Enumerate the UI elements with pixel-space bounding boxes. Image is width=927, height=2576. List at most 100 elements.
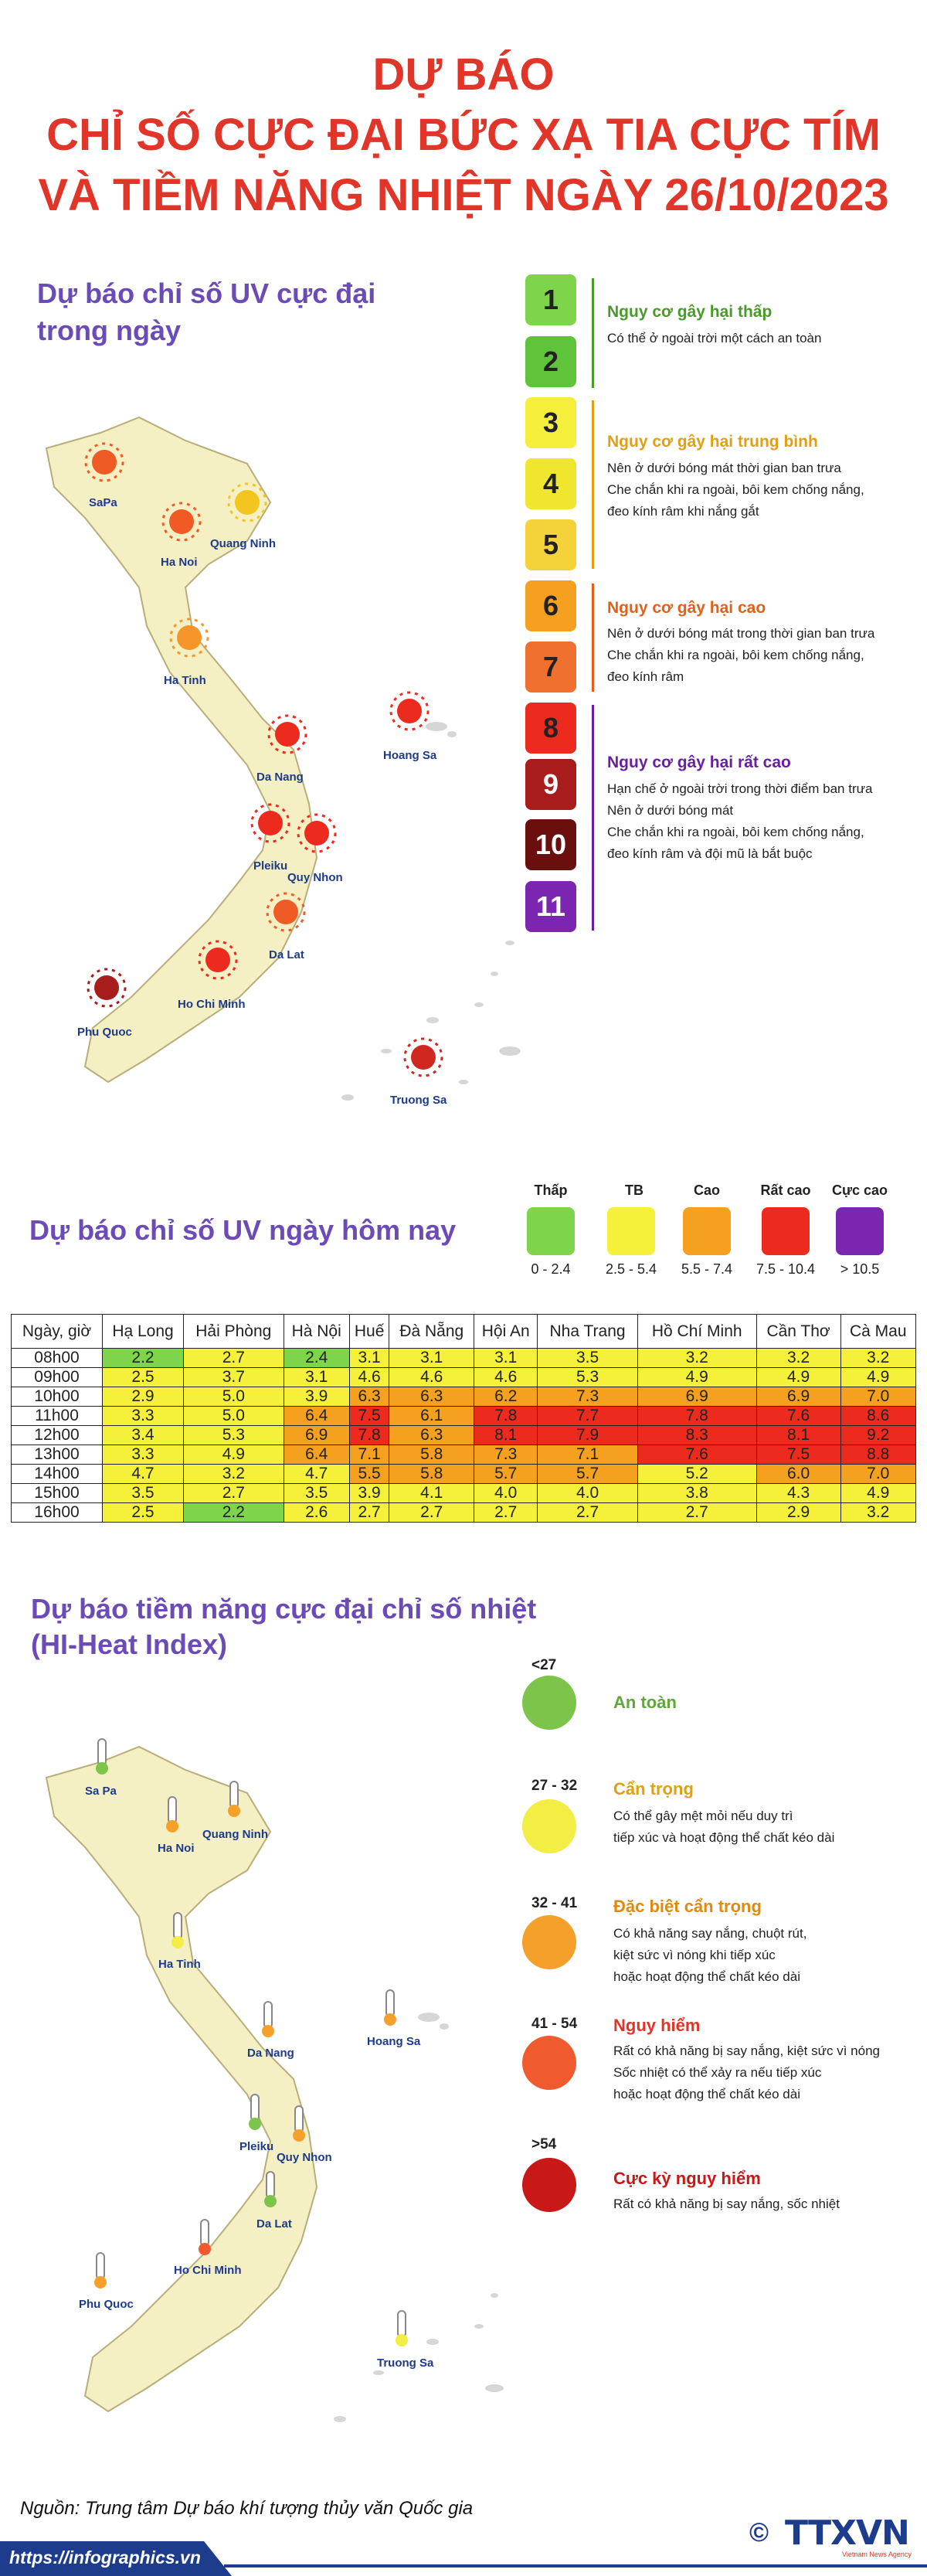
table-cell-uv: 5.0: [183, 1387, 284, 1407]
table-cell-uv: 8.1: [474, 1425, 538, 1445]
footer-line: [224, 2564, 927, 2567]
table-cell-time: 11h00: [11, 1406, 103, 1426]
heat-title-1: Dự báo tiềm năng cực đại chỉ số nhiệt: [31, 1593, 537, 1625]
table-cell-uv: 3.8: [637, 1483, 757, 1503]
heat-label-danang: Da Nang: [247, 2047, 294, 2060]
copyright-icon: ©: [749, 2518, 769, 2547]
city-label-quangninh: Quang Ninh: [210, 537, 276, 550]
table-header-city: Đà Nẵng: [389, 1314, 475, 1349]
table-row: 14h00 4.7 3.2 4.7 5.5 5.8 5.7 5.7 5.2 6.0 7.0: [11, 1464, 916, 1484]
table-cell-uv: 4.6: [348, 1367, 390, 1387]
table-cell-uv: 3.2: [637, 1348, 757, 1368]
footer-url-link[interactable]: https://infographics.vn: [9, 2547, 201, 2567]
table-cell-uv: 2.7: [183, 1483, 284, 1503]
group-low-desc-1: Có thể ở ngoài trời một cách an toàn: [607, 331, 822, 345]
hi-range-2: 27 - 32: [531, 1778, 578, 1794]
group-line-very-high: [592, 705, 594, 931]
table-row: 12h00 3.4 5.3 6.9 7.8 6.3 8.1 7.9 8.3 8.1 9.2: [11, 1425, 916, 1445]
table-cell-uv: 3.1: [283, 1367, 350, 1387]
legend-label-extreme: Cực cao: [831, 1183, 888, 1198]
table-body: 08h00 2.2 2.7 2.4 3.1 3.1 3.1 3.5 3.2 3.2 3.2 09h00…: [11, 1348, 916, 1523]
table-cell-uv: 7.1: [537, 1445, 638, 1465]
table-cell-uv: 2.5: [101, 1502, 185, 1523]
table-cell-uv: 7.5: [348, 1406, 390, 1426]
hi-desc-extreme-danger-1: Rất có khả năng bị say nắng, sốc nhiệt: [613, 2197, 840, 2211]
uv-map-markers: SaPa Ha Noi Quang Ninh Ha Tinh Hoang Sa …: [77, 450, 447, 1107]
table-cell-uv: 7.1: [348, 1445, 390, 1465]
heat-label-hanoi: Ha Noi: [158, 1842, 195, 1855]
table-cell-uv: 3.9: [283, 1387, 350, 1407]
legend-range-low: 0 - 2.4: [531, 1261, 571, 1277]
table-cell-uv: 6.2: [474, 1387, 538, 1407]
table-row: 09h00 2.5 3.7 3.1 4.6 4.6 4.6 5.3 4.9 4.9 4.9: [11, 1367, 916, 1387]
table-cell-uv: 2.7: [348, 1502, 390, 1523]
table-cell-uv: 7.8: [474, 1406, 538, 1426]
table-cell-time: 14h00: [11, 1464, 103, 1484]
table-cell-uv: 7.8: [348, 1425, 390, 1445]
heat-label-quangninh: Quang Ninh: [202, 1828, 268, 1841]
table-header-city: Hạ Long: [101, 1314, 185, 1349]
hi-desc-danger-2: Sốc nhiệt có thể xảy ra nếu tiếp xúc: [613, 2065, 822, 2080]
table-cell-uv: 7.6: [756, 1406, 841, 1426]
group-medium-desc-1: Nên ở dưới bóng mát thời gian ban trưa: [607, 461, 841, 475]
legend-swatch-extreme: [836, 1207, 884, 1255]
thermometers: Sa Pa Ha Noi Quang Ninh Ha Tinh Hoang Sa…: [79, 1738, 434, 2370]
group-medium-desc-3: đeo kính râm khi nắng gắt: [607, 504, 759, 519]
table-cell-uv: 4.9: [840, 1483, 916, 1503]
group-line-high: [592, 584, 594, 692]
heat-label-truongsa: Truong Sa: [377, 2357, 434, 2370]
uv-max-title-1: Dự báo chỉ số UV cực đại: [37, 277, 376, 309]
hi-title-safe: An toàn: [613, 1693, 677, 1712]
group-medium-desc-2: Che chắn khi ra ngoài, bôi kem chống nắn…: [607, 482, 864, 497]
table-cell-uv: 3.5: [537, 1348, 638, 1368]
table-cell-uv: 2.6: [283, 1502, 350, 1523]
table-cell-uv: 3.1: [474, 1348, 538, 1368]
table-cell-uv: 3.2: [840, 1348, 916, 1368]
table-cell-uv: 5.2: [637, 1464, 757, 1484]
hi-range-1: <27: [531, 1657, 557, 1673]
table-cell-uv: 2.7: [183, 1348, 284, 1368]
group-high-desc-1: Nên ở dưới bóng mát trong thời gian ban …: [607, 626, 875, 641]
hi-title-extreme-danger: Cực kỳ nguy hiểm: [613, 2169, 761, 2188]
group-very-high-desc-1: Hạn chế ở ngoài trời trong thời điểm ban…: [607, 781, 873, 796]
hi-circle-caution: [522, 1799, 576, 1853]
city-label-quynhon: Quy Nhon: [287, 871, 343, 884]
logo-text: TTXVN: [785, 2513, 910, 2553]
table-header-city: Hải Phòng: [183, 1314, 284, 1349]
table-cell-uv: 5.8: [389, 1445, 475, 1465]
group-very-high-desc-2: Nên ở dưới bóng mát: [607, 803, 734, 818]
group-high-desc-2: Che chắn khi ra ngoài, bôi kem chống nắn…: [607, 648, 864, 662]
heat-label-sapa: Sa Pa: [85, 1785, 117, 1798]
table-cell-uv: 5.3: [183, 1425, 284, 1445]
table-cell-uv: 6.0: [756, 1464, 841, 1484]
group-high-title: Nguy cơ gây hại cao: [607, 599, 766, 617]
title-line-3: VÀ TIỀM NĂNG NHIỆT NGÀY 26/10/2023: [38, 170, 889, 220]
table-row: 13h00 3.3 4.9 6.4 7.1 5.8 7.3 7.1 7.6 7.5 8.8: [11, 1445, 916, 1465]
ttxvn-logo: © TTXVN Vietnam News Agency: [749, 2513, 912, 2560]
table-cell-uv: 2.5: [101, 1367, 185, 1387]
legend-range-medium: 2.5 - 5.4: [605, 1261, 657, 1277]
table-cell-uv: 8.3: [637, 1425, 757, 1445]
uv-scale-11: 11: [525, 881, 576, 932]
uv-scale-2: 2: [525, 336, 576, 387]
table-header-city: Hội An: [474, 1314, 538, 1349]
table-header-city: Hồ Chí Minh: [637, 1314, 757, 1349]
legend-range-very-high: 7.5 - 10.4: [756, 1261, 816, 1277]
city-label-hanoi: Ha Noi: [161, 556, 198, 569]
hi-range-5: >54: [531, 2136, 557, 2152]
uv-scale-6: 6: [525, 580, 576, 631]
table-row: 16h00 2.5 2.2 2.6 2.7 2.7 2.7 2.7 2.7 2.9 3.2: [11, 1502, 916, 1523]
group-very-high-desc-4: đeo kính râm và đội mũ là bắt buộc: [607, 846, 813, 861]
heat-label-hoangsa: Hoang Sa: [367, 2035, 421, 2048]
hi-circle-danger: [522, 2036, 576, 2090]
uv-scale-7: 7: [525, 641, 576, 692]
uv-scale-10: 10: [525, 819, 576, 870]
table-cell-uv: 7.9: [537, 1425, 638, 1445]
city-label-hoangsa: Hoang Sa: [383, 749, 437, 762]
table-cell-uv: 3.1: [389, 1348, 475, 1368]
hi-desc-danger-3: hoặc hoạt động thể chất kéo dài: [613, 2087, 800, 2101]
table-cell-uv: 4.3: [756, 1483, 841, 1503]
table-cell-uv: 4.6: [389, 1367, 475, 1387]
table-header-city: Huế: [348, 1314, 390, 1349]
hi-desc-extreme-caution-1: Có khả năng say nắng, chuột rút,: [613, 1926, 807, 1941]
